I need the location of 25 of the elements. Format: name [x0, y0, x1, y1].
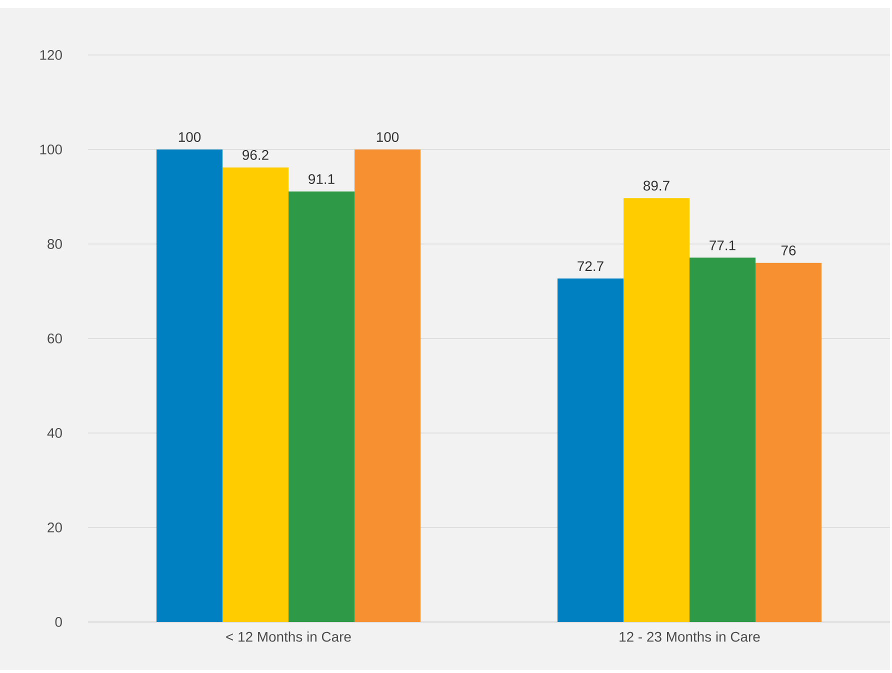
data-label: 91.1	[308, 174, 334, 184]
bar	[354, 149, 421, 622]
data-label: 100	[178, 132, 201, 142]
data-label: 76	[781, 245, 796, 256]
data-label: 96.2	[242, 150, 268, 160]
x-tick-label: < 12 Months in Care	[226, 632, 351, 642]
y-tick-label: 100	[40, 144, 62, 154]
data-label: 72.7	[578, 261, 604, 271]
y-tick-label: 60	[48, 334, 62, 344]
y-tick-label: 40	[47, 428, 62, 438]
bar	[288, 192, 355, 622]
y-tick-label: 120	[40, 50, 62, 60]
data-label: 100	[376, 132, 399, 142]
x-tick-label: 12 - 23 Months in Care	[620, 632, 760, 642]
data-label: 77.1	[710, 240, 736, 250]
bar	[756, 262, 822, 622]
bar	[624, 198, 690, 622]
y-tick-label: 20	[48, 522, 62, 532]
data-label: 89.7	[644, 180, 670, 191]
bar	[558, 278, 624, 622]
y-tick-label: 80	[48, 239, 62, 249]
bar	[222, 167, 289, 622]
bar	[156, 149, 223, 622]
y-tick-label: 0	[55, 617, 62, 627]
bar	[690, 258, 756, 622]
